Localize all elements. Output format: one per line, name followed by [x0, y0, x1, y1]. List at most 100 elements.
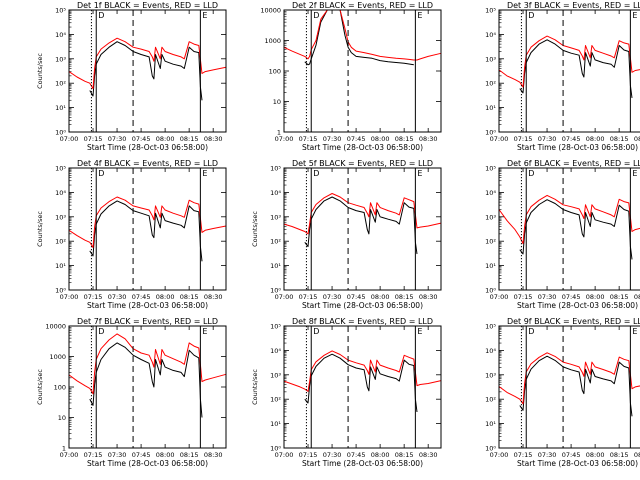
x-tick-label: 07:00 — [60, 451, 79, 459]
y-tick-label: 10 — [273, 98, 281, 106]
x-tick-label: 07:15 — [84, 451, 103, 459]
x-tick-label: 08:30 — [634, 135, 640, 143]
series-line-lld — [498, 35, 640, 88]
x-tick-label: 07:15 — [514, 135, 533, 143]
x-tick-label: 07:30 — [108, 135, 127, 143]
x-tick-label: 07:00 — [275, 293, 294, 301]
series-line-events — [304, 353, 418, 413]
panel-det-6: Det 6f BLACK = Events, RED = LLD 07:00 07:… — [485, 159, 640, 310]
series-line-lld — [283, 9, 442, 61]
x-tick-label: 07:45 — [347, 293, 366, 301]
series-line-events — [519, 199, 633, 260]
x-tick-label: 08:00 — [586, 135, 605, 143]
panel-det-8: Det 8f BLACK = Events, RED = LLD Counts/s… — [251, 317, 442, 468]
panel-title: Det 4f BLACK = Events, RED = LLD — [77, 159, 218, 168]
panel-title: Det 9f BLACK = Events, RED = LLD — [507, 317, 640, 326]
x-tick-label: 07:45 — [562, 293, 581, 301]
y-tick-label: 10⁴ — [485, 189, 496, 197]
plot-frame — [283, 325, 442, 449]
y-tick-label: 10² — [55, 238, 66, 246]
y-tick-label: 1000 — [264, 37, 281, 45]
series-line-lld — [283, 193, 442, 235]
y-tick-label: 100 — [269, 68, 281, 76]
marker-label: E — [202, 327, 207, 336]
y-tick-label: 1 — [277, 129, 281, 137]
x-tick-label: 08:00 — [371, 451, 390, 459]
series-line-lld — [68, 196, 227, 248]
x-tick-label: 08:15 — [395, 135, 414, 143]
y-tick-label: 10³ — [55, 55, 66, 63]
y-tick-label: 10³ — [485, 371, 496, 379]
marker-label: E — [202, 11, 207, 20]
x-tick-label: 08:15 — [610, 451, 629, 459]
x-tick-label: 07:15 — [299, 293, 318, 301]
x-tick-label: 07:00 — [60, 135, 79, 143]
x-tick-label: 08:30 — [634, 293, 640, 301]
x-tick-label: 07:15 — [299, 135, 318, 143]
x-tick-label: 08:30 — [419, 293, 438, 301]
x-tick-label: 08:30 — [634, 451, 640, 459]
y-tick-label: 10² — [485, 80, 496, 88]
y-tick-label: 10² — [270, 396, 281, 404]
x-axis-label: Start Time (28-Oct-03 06:58:00) — [517, 143, 638, 152]
x-tick-label: 07:30 — [538, 293, 557, 301]
marker-label: D — [98, 327, 104, 336]
plot-frame — [68, 9, 227, 133]
plot-frame — [68, 167, 227, 291]
marker-label: D — [528, 169, 534, 178]
x-tick-label: 08:00 — [586, 451, 605, 459]
y-tick-label: 10¹ — [485, 420, 496, 428]
y-tick-label: 10¹ — [485, 104, 496, 112]
x-tick-label: 07:30 — [323, 135, 342, 143]
marker-label: E — [632, 327, 637, 336]
y-tick-label: 10⁵ — [55, 165, 66, 173]
panel-title: Det 7f BLACK = Events, RED = LLD — [77, 317, 218, 326]
y-tick-label: 10³ — [270, 371, 281, 379]
x-tick-label: 08:00 — [156, 451, 175, 459]
x-tick-label: 07:30 — [538, 451, 557, 459]
y-tick-label: 10 — [58, 414, 66, 422]
series-line-events — [89, 41, 203, 101]
marker-label: D — [98, 11, 104, 20]
x-tick-label: 08:15 — [610, 135, 629, 143]
series-line-events — [89, 200, 203, 262]
y-tick-label: 10³ — [485, 55, 496, 63]
series-line-lld — [283, 350, 442, 392]
plot-frame — [498, 167, 640, 291]
y-tick-label: 10² — [270, 238, 281, 246]
y-tick-label: 10⁴ — [270, 189, 281, 197]
y-tick-label: 10⁴ — [270, 347, 281, 355]
panel-det-3: Det 3f BLACK = Events, RED = LLD 07:00 07:… — [485, 1, 640, 152]
y-tick-label: 100 — [54, 384, 66, 392]
x-axis-label: Start Time (28-Oct-03 06:58:00) — [302, 143, 423, 152]
panel-det-4: Det 4f BLACK = Events, RED = LLD Counts/s… — [36, 159, 227, 310]
marker-label: E — [417, 327, 422, 336]
y-tick-label: 10⁵ — [270, 165, 281, 173]
x-axis-label: Start Time (28-Oct-03 06:58:00) — [517, 459, 638, 468]
plot-frame — [498, 325, 640, 449]
panel-title: Det 8f BLACK = Events, RED = LLD — [292, 317, 433, 326]
x-tick-label: 08:15 — [395, 293, 414, 301]
x-tick-label: 07:45 — [562, 135, 581, 143]
panel-det-9: Det 9f BLACK = Events, RED = LLD 07:00 07:… — [485, 317, 640, 468]
y-tick-label: 10⁵ — [485, 165, 496, 173]
marker-label: E — [632, 11, 637, 20]
y-tick-label: 10⁴ — [55, 189, 66, 197]
series-line-lld — [498, 352, 640, 405]
x-tick-label: 08:15 — [180, 293, 199, 301]
x-tick-label: 08:30 — [419, 451, 438, 459]
y-tick-label: 10⁴ — [485, 347, 496, 355]
x-axis-label: Start Time (28-Oct-03 06:58:00) — [87, 143, 208, 152]
marker-label: D — [313, 11, 319, 20]
x-tick-label: 07:30 — [108, 451, 127, 459]
y-tick-label: 10⁵ — [485, 7, 496, 15]
x-tick-label: 08:00 — [156, 135, 175, 143]
x-tick-label: 07:15 — [299, 451, 318, 459]
panel-title: Det 5f BLACK = Events, RED = LLD — [292, 159, 433, 168]
panel-det-7: Det 7f BLACK = Events, RED = LLD Counts/s… — [36, 317, 227, 468]
y-tick-label: 1000 — [49, 353, 66, 361]
y-tick-label: 10³ — [55, 213, 66, 221]
x-tick-label: 07:00 — [275, 135, 294, 143]
x-axis-label: Start Time (28-Oct-03 06:58:00) — [517, 301, 638, 310]
